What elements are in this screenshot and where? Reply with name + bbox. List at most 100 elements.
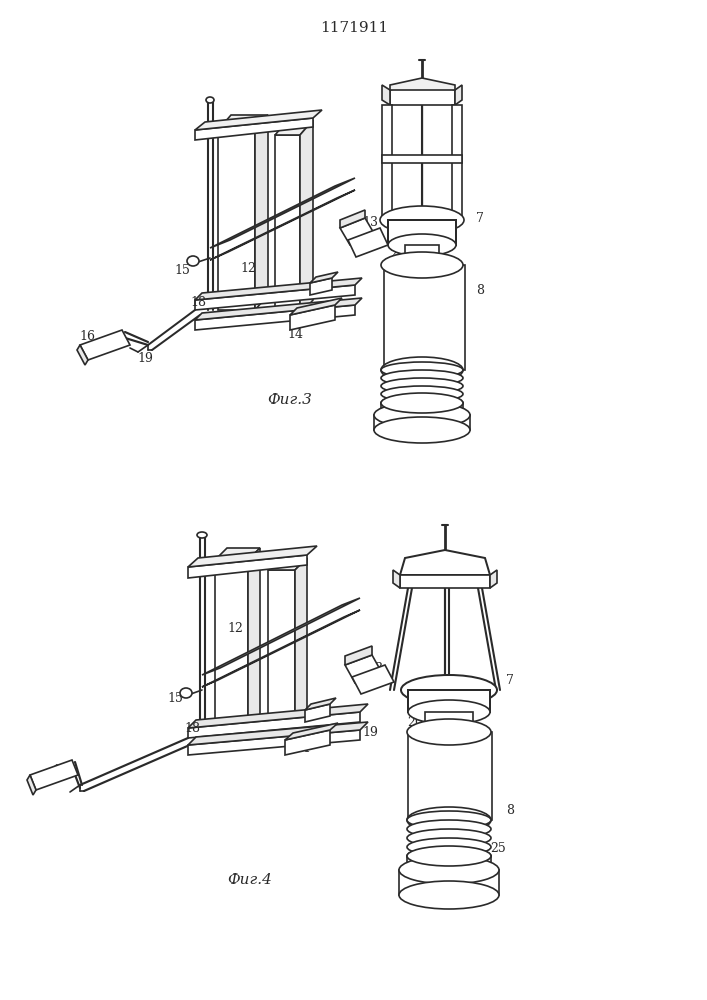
Polygon shape xyxy=(290,305,335,330)
Text: 15: 15 xyxy=(174,263,190,276)
Text: 25: 25 xyxy=(407,377,423,390)
Polygon shape xyxy=(285,730,330,755)
Polygon shape xyxy=(405,245,439,265)
Text: 19: 19 xyxy=(362,726,378,738)
Polygon shape xyxy=(452,105,462,220)
Ellipse shape xyxy=(388,234,456,256)
Text: 15: 15 xyxy=(167,692,183,704)
Polygon shape xyxy=(305,698,336,710)
Polygon shape xyxy=(285,723,338,740)
Text: 8: 8 xyxy=(506,804,514,816)
Polygon shape xyxy=(384,265,465,370)
Ellipse shape xyxy=(399,881,499,909)
Ellipse shape xyxy=(399,856,499,884)
Ellipse shape xyxy=(407,820,491,838)
Polygon shape xyxy=(310,278,332,295)
Polygon shape xyxy=(400,550,490,575)
Ellipse shape xyxy=(425,724,473,740)
Polygon shape xyxy=(310,272,338,283)
Polygon shape xyxy=(188,546,317,567)
Polygon shape xyxy=(248,548,260,730)
Ellipse shape xyxy=(374,402,470,428)
Text: 7: 7 xyxy=(476,212,484,225)
Ellipse shape xyxy=(180,688,192,698)
Ellipse shape xyxy=(407,846,491,866)
Ellipse shape xyxy=(407,838,491,856)
Text: 8: 8 xyxy=(476,284,484,296)
Polygon shape xyxy=(382,85,390,105)
Polygon shape xyxy=(399,870,499,895)
Polygon shape xyxy=(195,298,362,320)
Polygon shape xyxy=(202,610,360,687)
Polygon shape xyxy=(215,548,260,560)
Polygon shape xyxy=(195,305,355,330)
Text: 12: 12 xyxy=(227,621,243,635)
Polygon shape xyxy=(408,690,490,712)
Text: 1171911: 1171911 xyxy=(320,21,388,35)
Polygon shape xyxy=(275,120,313,135)
Polygon shape xyxy=(340,210,365,228)
Polygon shape xyxy=(345,655,382,683)
Text: 13: 13 xyxy=(367,662,383,674)
Text: 6: 6 xyxy=(354,227,362,239)
Polygon shape xyxy=(305,704,330,722)
Polygon shape xyxy=(275,135,300,315)
Ellipse shape xyxy=(381,386,463,402)
Text: 12: 12 xyxy=(240,261,256,274)
Text: 7: 7 xyxy=(506,674,514,686)
Text: 18: 18 xyxy=(190,296,206,310)
Text: 14: 14 xyxy=(287,328,303,342)
Polygon shape xyxy=(393,570,400,588)
Polygon shape xyxy=(210,190,355,260)
Text: Фиг.3: Фиг.3 xyxy=(267,393,312,407)
Polygon shape xyxy=(27,775,36,795)
Polygon shape xyxy=(218,115,268,130)
Polygon shape xyxy=(340,218,375,245)
Text: 20: 20 xyxy=(407,716,423,728)
Polygon shape xyxy=(188,722,368,745)
Polygon shape xyxy=(195,278,362,300)
Polygon shape xyxy=(188,555,307,578)
Polygon shape xyxy=(390,82,455,105)
Text: 6: 6 xyxy=(359,672,367,684)
Polygon shape xyxy=(348,228,388,257)
Polygon shape xyxy=(400,575,490,588)
Polygon shape xyxy=(30,760,78,790)
Ellipse shape xyxy=(381,370,463,386)
Ellipse shape xyxy=(407,719,491,745)
Polygon shape xyxy=(215,560,248,730)
Ellipse shape xyxy=(197,532,207,538)
Polygon shape xyxy=(202,598,360,675)
Ellipse shape xyxy=(381,378,463,394)
Ellipse shape xyxy=(380,206,464,234)
Ellipse shape xyxy=(206,97,214,103)
Polygon shape xyxy=(195,118,313,140)
Text: 19: 19 xyxy=(137,352,153,364)
Ellipse shape xyxy=(407,847,491,865)
Polygon shape xyxy=(352,665,394,694)
Polygon shape xyxy=(408,732,492,820)
Polygon shape xyxy=(255,115,268,310)
Polygon shape xyxy=(195,285,355,310)
Polygon shape xyxy=(425,712,473,732)
Polygon shape xyxy=(77,345,88,365)
Text: 18: 18 xyxy=(184,722,200,734)
Polygon shape xyxy=(268,570,295,738)
Ellipse shape xyxy=(407,811,491,829)
Polygon shape xyxy=(80,330,130,360)
Ellipse shape xyxy=(381,362,463,378)
Polygon shape xyxy=(490,570,497,588)
Ellipse shape xyxy=(408,700,490,724)
Polygon shape xyxy=(390,78,455,90)
Polygon shape xyxy=(407,856,491,870)
Polygon shape xyxy=(188,730,360,755)
Polygon shape xyxy=(381,403,463,415)
Polygon shape xyxy=(218,130,255,310)
Polygon shape xyxy=(210,178,355,248)
Polygon shape xyxy=(455,85,462,105)
Ellipse shape xyxy=(401,675,497,705)
Text: 25: 25 xyxy=(490,842,506,854)
Text: 13: 13 xyxy=(362,216,378,229)
Ellipse shape xyxy=(381,357,463,383)
Text: 20: 20 xyxy=(389,248,405,261)
